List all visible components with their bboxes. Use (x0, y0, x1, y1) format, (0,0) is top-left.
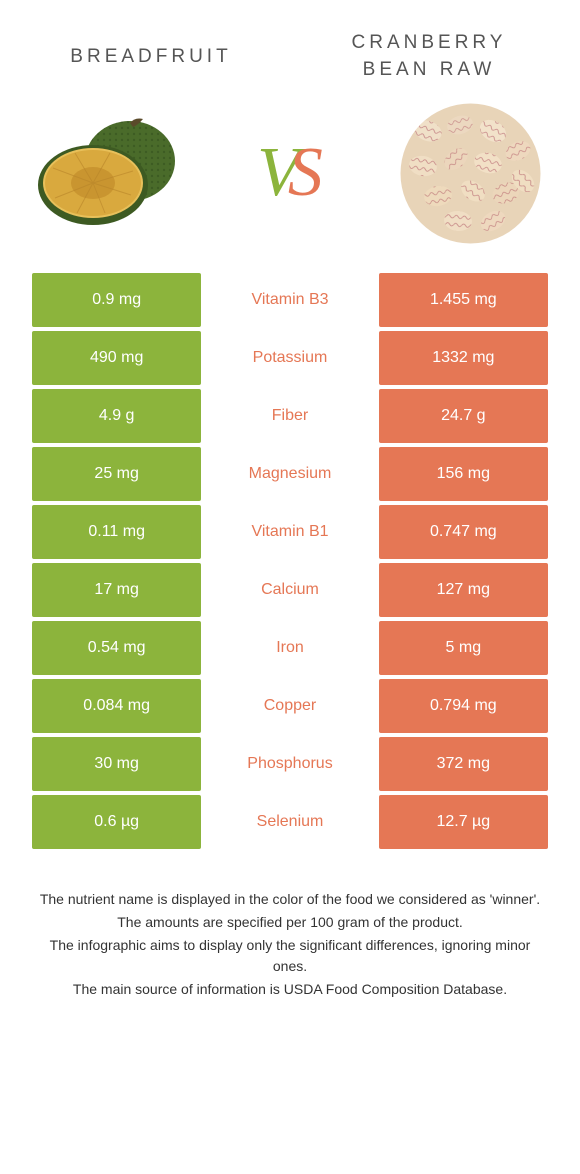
value-left: 25 mg (32, 447, 201, 501)
nutrient-name: Vitamin B1 (205, 505, 374, 559)
value-right: 1332 mg (379, 331, 548, 385)
value-left: 0.084 mg (32, 679, 201, 733)
value-right: 372 mg (379, 737, 548, 791)
nutrient-name: Magnesium (205, 447, 374, 501)
nutrient-row: 4.9 gFiber24.7 g (32, 389, 548, 443)
footer-line: The nutrient name is displayed in the co… (32, 889, 548, 910)
beans-image (393, 103, 548, 243)
value-right: 1.455 mg (379, 273, 548, 327)
value-right: 156 mg (379, 447, 548, 501)
footer-line: The infographic aims to display only the… (32, 935, 548, 977)
title-right: CRANBERRY BEAN RAW (310, 30, 548, 83)
nutrient-row: 0.084 mgCopper0.794 mg (32, 679, 548, 733)
nutrient-name: Fiber (205, 389, 374, 443)
nutrient-row: 0.54 mgIron5 mg (32, 621, 548, 675)
vs-s: S (288, 133, 323, 213)
value-left: 0.54 mg (32, 621, 201, 675)
hero-row: V S (32, 103, 548, 243)
value-left: 4.9 g (32, 389, 201, 443)
nutrient-name: Calcium (205, 563, 374, 617)
nutrient-row: 25 mgMagnesium156 mg (32, 447, 548, 501)
nutrient-row: 0.11 mgVitamin B10.747 mg (32, 505, 548, 559)
value-right: 12.7 µg (379, 795, 548, 849)
footer-line: The main source of information is USDA F… (32, 979, 548, 1000)
nutrient-row: 0.6 µgSelenium12.7 µg (32, 795, 548, 849)
value-left: 30 mg (32, 737, 201, 791)
vs-label: V S (257, 133, 323, 213)
value-left: 0.6 µg (32, 795, 201, 849)
value-right: 127 mg (379, 563, 548, 617)
footer-line: The amounts are specified per 100 gram o… (32, 912, 548, 933)
nutrient-table: 0.9 mgVitamin B31.455 mg490 mgPotassium1… (32, 273, 548, 849)
nutrient-name: Phosphorus (205, 737, 374, 791)
value-left: 0.9 mg (32, 273, 201, 327)
title-left: BREADFRUIT (32, 46, 270, 68)
footer-notes: The nutrient name is displayed in the co… (32, 889, 548, 1000)
nutrient-name: Potassium (205, 331, 374, 385)
nutrient-name: Iron (205, 621, 374, 675)
value-right: 0.794 mg (379, 679, 548, 733)
value-right: 5 mg (379, 621, 548, 675)
value-right: 24.7 g (379, 389, 548, 443)
nutrient-row: 30 mgPhosphorus372 mg (32, 737, 548, 791)
value-left: 17 mg (32, 563, 201, 617)
nutrient-row: 490 mgPotassium1332 mg (32, 331, 548, 385)
nutrient-name: Selenium (205, 795, 374, 849)
value-right: 0.747 mg (379, 505, 548, 559)
nutrient-name: Copper (205, 679, 374, 733)
value-left: 0.11 mg (32, 505, 201, 559)
nutrient-name: Vitamin B3 (205, 273, 374, 327)
titles-row: BREADFRUIT CRANBERRY BEAN RAW (32, 30, 548, 83)
nutrient-row: 17 mgCalcium127 mg (32, 563, 548, 617)
breadfruit-image (32, 103, 187, 243)
nutrient-row: 0.9 mgVitamin B31.455 mg (32, 273, 548, 327)
value-left: 490 mg (32, 331, 201, 385)
